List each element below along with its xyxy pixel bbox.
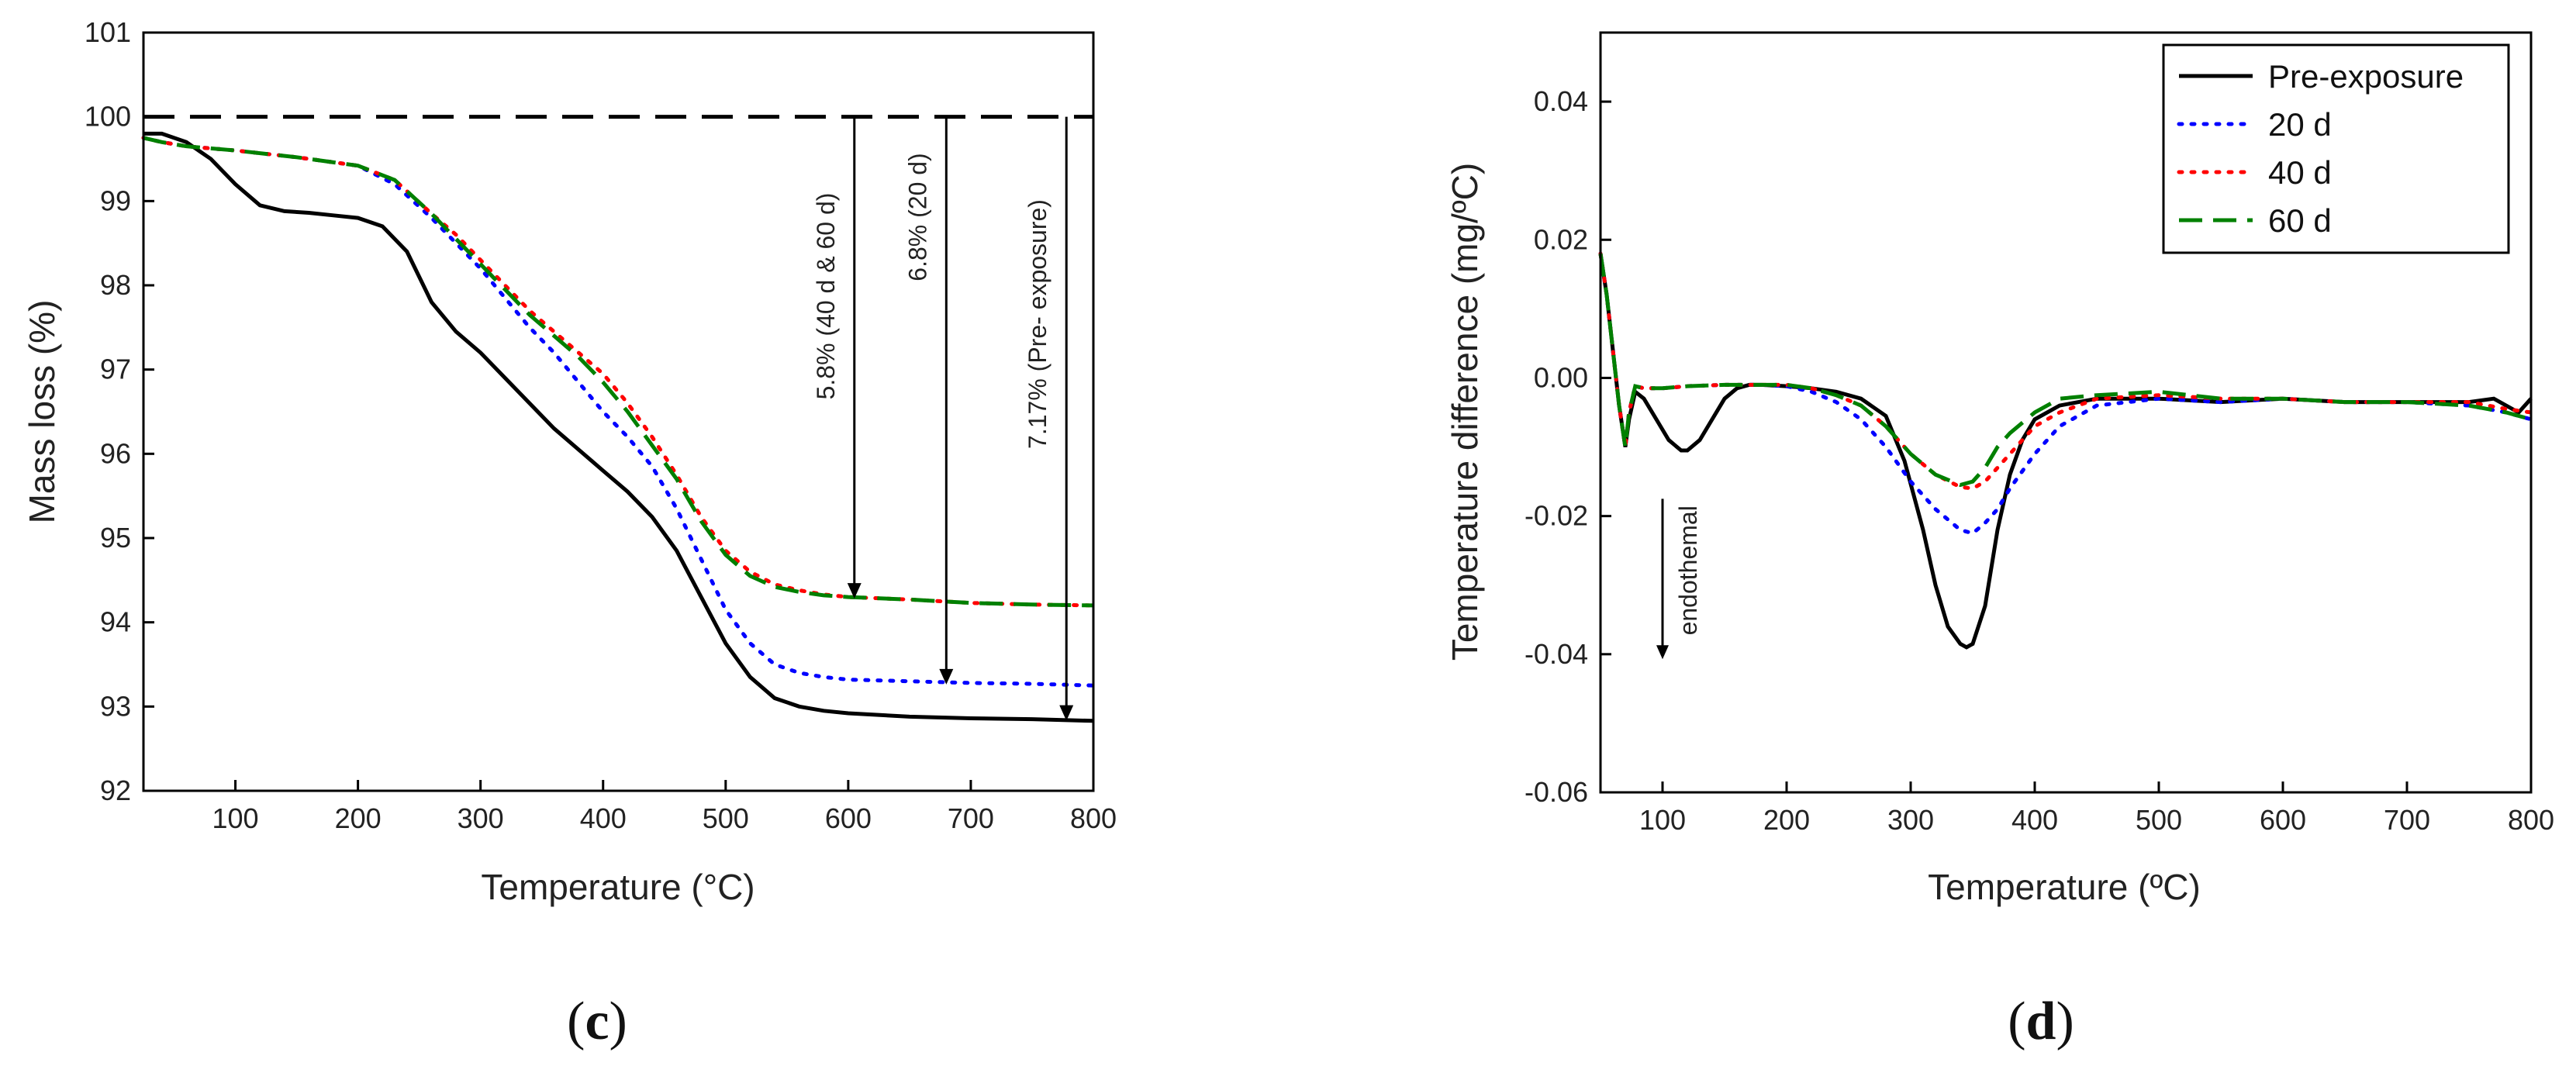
c-x-tick-label: 200 <box>335 802 382 834</box>
d-series-60-d <box>1598 253 2532 488</box>
d-ticks: 100 200 300 400 500 600 700 800 -0.06 -0.04 -0.02 0… <box>1525 85 2554 836</box>
c-series-pre-exposure <box>143 131 1094 723</box>
c-y-tick-label: 97 <box>100 354 131 385</box>
c-annotation-label: 7.17% (Pre- exposure) <box>1024 199 1051 449</box>
c-series-20-d <box>141 136 1096 688</box>
chart-panel-c: 100 200 300 400 500 600 700 800 92 93 94 95 96 97 98 99… <box>22 16 1117 1051</box>
d-annotations: endothemal <box>1656 499 1702 660</box>
c-series-60-d <box>143 136 1094 608</box>
d-plot-frame <box>1599 31 2533 794</box>
d-legend: Pre-exposure 20 d 40 d 60 d <box>2162 43 2510 254</box>
chart-panel-d: 100 200 300 400 500 600 700 800 -0.06 -0.04 -0.02 0… <box>1445 31 2554 1051</box>
c-y-axis-label: Mass loss (%) <box>22 300 62 524</box>
c-y-tick-label: 101 <box>85 16 131 48</box>
d-x-tick-label: 700 <box>2384 804 2430 836</box>
c-x-tick-label: 800 <box>1070 802 1117 834</box>
c-x-axis-label: Temperature (°C) <box>481 867 754 907</box>
d-series-40-d <box>1598 251 2533 491</box>
c-y-tick-label: 98 <box>100 269 131 301</box>
d-x-tick-label: 500 <box>2136 804 2182 836</box>
c-annotations: 5.8% (40 d & 60 d) 6.8% (20 d) 7.17% (Pre-… <box>812 116 1074 721</box>
c-series-40-d <box>141 136 1096 608</box>
c-x-tick-label: 600 <box>825 802 872 834</box>
c-x-tick-label: 400 <box>580 802 627 834</box>
c-y-tick-label: 96 <box>100 437 131 469</box>
d-y-tick-label: -0.02 <box>1525 500 1588 532</box>
d-legend-entry: Pre-exposure <box>2268 58 2464 95</box>
c-series-group <box>141 115 1096 723</box>
panel-d-letter: d <box>2026 992 2056 1051</box>
d-x-tick-label: 800 <box>2508 804 2554 836</box>
c-y-tick-label: 92 <box>100 775 131 806</box>
d-legend-entry: 60 d <box>2268 202 2332 239</box>
c-plot-frame <box>142 31 1095 792</box>
d-x-axis-label: Temperature (ºC) <box>1928 867 2201 907</box>
d-series-group <box>1598 251 2533 650</box>
d-x-tick-label: 400 <box>2011 804 2058 836</box>
c-annotation-label: 6.8% (20 d) <box>903 153 931 281</box>
c-x-tick-label: 700 <box>948 802 994 834</box>
d-y-axis-label: Temperature difference (mg/ºC) <box>1445 163 1485 661</box>
d-legend-entry: 20 d <box>2268 106 2332 143</box>
c-annotation-label: 5.8% (40 d & 60 d) <box>812 193 840 400</box>
c-annotation-arrowhead <box>939 668 954 685</box>
d-y-tick-label: 0.00 <box>1534 361 1588 393</box>
c-y-tick-label: 93 <box>100 690 131 722</box>
d-legend-entry: 40 d <box>2268 154 2332 191</box>
panel-label-d: (d) <box>2008 992 2074 1051</box>
d-series-20-d <box>1598 251 2533 536</box>
d-x-tick-label: 600 <box>2260 804 2306 836</box>
d-y-tick-label: -0.04 <box>1525 638 1588 670</box>
d-endothermal-label: endothemal <box>1674 505 1702 635</box>
d-legend-box <box>2162 43 2510 254</box>
d-x-tick-label: 300 <box>1887 804 1934 836</box>
d-y-tick-label: 0.02 <box>1534 223 1588 255</box>
d-y-tick-label: 0.04 <box>1534 85 1588 117</box>
panel-c-letter: c <box>585 992 609 1051</box>
d-y-tick-label: -0.06 <box>1525 776 1588 808</box>
c-x-tick-label: 100 <box>212 802 259 834</box>
panel-label-c: (c) <box>567 992 627 1051</box>
d-x-tick-label: 200 <box>1763 804 1810 836</box>
c-y-tick-label: 94 <box>100 606 131 638</box>
c-annotation-arrowhead <box>1059 705 1074 721</box>
c-y-tick-label: 100 <box>85 101 131 133</box>
c-x-tick-label: 300 <box>458 802 504 834</box>
c-annotation-arrowhead <box>847 583 862 599</box>
c-x-tick-label: 500 <box>703 802 749 834</box>
d-x-tick-label: 100 <box>1639 804 1686 836</box>
c-y-tick-label: 95 <box>100 522 131 554</box>
d-series-pre-exposure <box>1598 253 2533 650</box>
d-endothermal-arrowhead <box>1656 645 1669 660</box>
c-y-tick-label: 99 <box>100 185 131 216</box>
c-ticks: 100 200 300 400 500 600 700 800 92 93 94 95 96 97 98 99… <box>85 16 1117 834</box>
